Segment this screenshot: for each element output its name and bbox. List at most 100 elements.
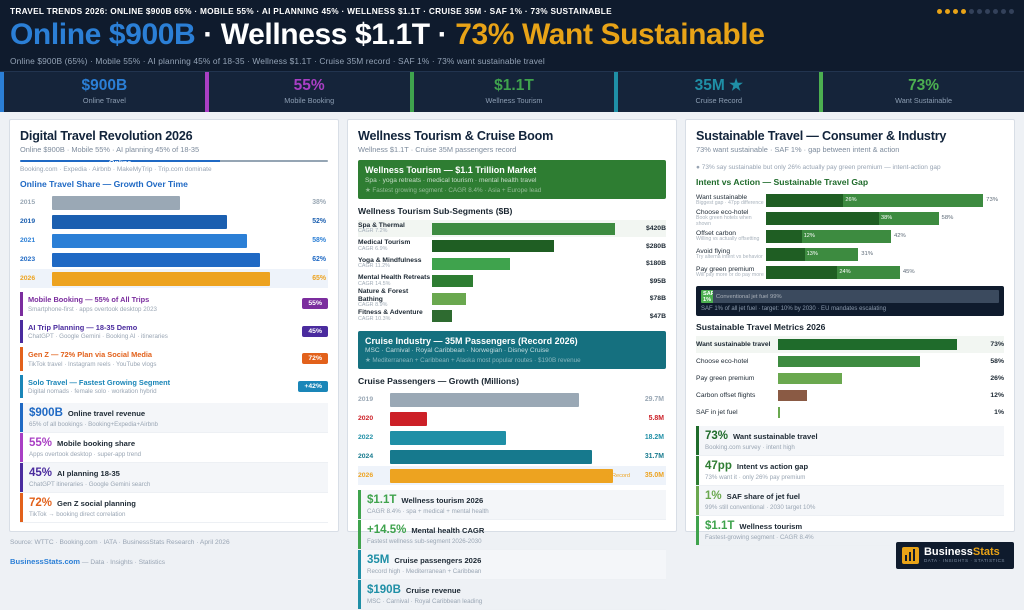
stat-accent [696,456,699,486]
callout-body: Gen Z — 72% Plan via Social Media TikTok … [23,347,302,371]
stat-value: +14.5% [367,524,407,537]
metric-label: Pay green premium [696,375,755,383]
stat-label: Want sustainable travel [733,432,818,442]
bar-category-label: 2023 [20,256,36,264]
stat-card: 55% Mobile booking share Apps overtook des… [20,433,328,464]
bar-track [52,233,294,248]
bar-fill [52,214,227,229]
cruise-value-label: 29.7M [644,396,664,404]
segment-cagr: CAGR 8.9% [358,301,388,308]
progress-dots [937,8,1014,14]
intent-value: 42% [893,233,906,240]
stat-value: 1% [705,490,722,503]
callout-body: AI Trip Planning — 18-35 Demo ChatGPT · G… [23,320,302,344]
split-segment-offline: 35% Offline [220,160,328,163]
kpi-label: Mobile Booking [284,96,335,106]
callout-accent [20,374,23,399]
conventional-label: Conventional jet fuel 99% [715,293,782,300]
left-card-subtitle: Online $900B · Mobile 55% · AI planning … [20,145,200,155]
stat-accent [696,426,699,456]
progress-dot [977,8,982,14]
intent-action-row: Offset carbon Willing vs actually offsett… [696,227,1004,245]
callout-badge: 45% [302,325,328,337]
kpi-accent [0,71,4,113]
chart-sustainable-metrics: Want sustainable travel 73% Choose eco-hot… [696,336,1004,421]
callout-sub: Smartphone-first · apps overtook desktop… [28,305,157,313]
segment-bar-row: Spa & Thermal CAGR 7.2% $420B [358,219,666,238]
progress-dot [993,8,998,14]
kpi-label: Want Sustainable [895,96,953,106]
action-value: 38% [881,215,893,222]
kpi-accent [819,71,824,113]
callout-title: Gen Z — 72% Plan via Social Media [28,350,153,360]
bar-fill [52,233,247,248]
mid-card-title: Wellness Tourism & Cruise Boom [358,129,554,144]
action-bar [766,211,880,225]
action-value: 13% [806,251,818,258]
cruise-track: ★ Record [390,468,632,483]
callout-title: Mobile Booking — 55% of All Trips [28,295,150,305]
intent-sub: Biggest gap · 47pp difference [696,200,764,207]
headline-part-1: Online $900B [10,18,196,51]
stat-label: Wellness tourism [739,522,803,532]
callout-accent [20,292,23,316]
bar-value-label: 65% [312,275,326,283]
stat-card: $900B Online travel revenue 65% of all boo… [20,403,328,434]
headline-part-3: 73% Want Sustainable [455,18,765,51]
stat-accent [696,516,699,546]
stat-card: +14.5% Mental health CAGR Fastest wellness… [358,520,666,551]
intent-action-row: Pay green premium Will pay more or do pay… [696,263,1004,281]
kpi-body: 73% Want Sustainable [823,72,1024,113]
banner-wellness-title: Wellness Tourism — $1.1 Trillion Market [365,165,537,176]
intent-name: Avoid flying [696,247,731,255]
stat-line: $900B Online travel revenue [29,407,158,419]
stat-card: 45% AI planning 18-35 ChatGPT itineraries … [20,463,328,494]
intent-labels: Offset carbon Willing vs actually offsett… [696,230,766,243]
bar-fill [52,195,180,210]
segment-bar-row: Medical Tourism CAGR 6.9% $280B [358,237,666,255]
intent-labels: Pay green premium Will pay more or do pay… [696,266,766,279]
footer-brand[interactable]: BusinessStats.com [10,557,81,566]
segment-fill [432,257,511,270]
intent-action-row: Choose eco-hotel Book green hotels when s… [696,209,1004,227]
segment-track [432,240,632,253]
kpi-body: 35M ★ Cruise Record [618,72,819,113]
stat-label: Wellness tourism 2026 [401,496,484,506]
stat-accent [20,433,23,463]
banner-cruise-sub: MSC · Carnival · Royal Caribbean · Norwe… [365,347,549,355]
callout-body: Solo Travel — Fastest Growing Segment Dig… [23,375,298,399]
segment-track [432,310,632,323]
stat-body: 72% Gen Z social planning TikTok → booking… [23,493,136,522]
bar-fill [52,252,261,267]
metric-track [778,407,974,419]
kicker-row: TRAVEL TRENDS 2026: ONLINE $900B 65% · M… [10,6,1014,16]
bar-category-label: 2019 [20,218,36,226]
cruise-fill [390,411,427,426]
intent-labels: Want sustainable Biggest gap · 47pp diffe… [696,194,766,207]
logo-accent: Stats [972,545,1000,558]
right-metrics-title: Sustainable Travel Metrics 2026 [696,322,826,333]
kpi-label: Online Travel [82,96,126,106]
bar-track [52,195,294,210]
stat-body: $1.1T Wellness tourism Fastest-growing seg… [699,516,814,545]
stat-line: 72% Gen Z social planning [29,497,136,509]
stat-value: $900B [29,407,63,420]
callout-sub: ChatGPT · Google Gemini · Booking AI · i… [28,333,168,341]
metric-label: Carbon offset flights [696,392,756,400]
metric-track [778,339,974,351]
split-segment-online: 65% Online $900B [20,160,221,163]
banner-cruise: Cruise Industry — 35M Passengers (Record… [358,330,666,370]
cruise-track [390,411,632,426]
cruise-bar-row: 2022 18.2M [358,428,666,447]
left-stat-list: $900B Online travel revenue 65% of all boo… [20,403,328,524]
intent-value: 31% [861,251,874,258]
mid-cruise-title: Cruise Passengers — Growth (Millions) [358,376,519,387]
intent-track: 12% 42% [766,229,1004,243]
intent-value: 45% [902,269,915,276]
chart-bar-row: 2019 52% [20,212,328,231]
progress-dot [985,8,990,14]
banner-cruise-title: Cruise Industry — 35M Passengers (Record… [365,335,578,346]
intent-sub: Book green hotels when shown [696,215,752,228]
bar-track [52,252,294,267]
segment-name: Spa & Thermal [358,221,405,229]
